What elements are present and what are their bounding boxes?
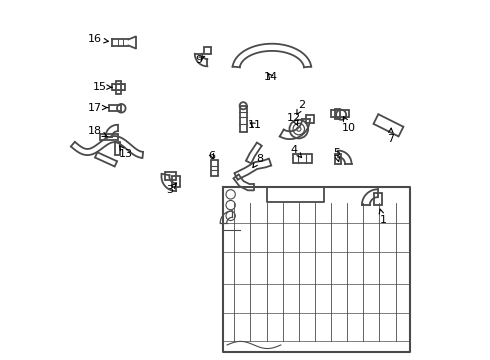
Text: 6: 6 [209,150,216,161]
Text: 17: 17 [88,103,108,113]
Text: 9: 9 [195,55,205,65]
Text: 15: 15 [93,82,112,92]
Text: 14: 14 [264,72,278,82]
Text: 16: 16 [88,35,108,44]
Text: 10: 10 [342,117,356,133]
Text: 11: 11 [247,121,262,130]
Text: 13: 13 [119,146,133,159]
Text: 8: 8 [253,154,263,168]
Text: 18: 18 [88,126,107,137]
Text: 2: 2 [297,100,305,114]
Text: 12: 12 [287,113,301,126]
Text: 5: 5 [333,148,340,162]
Text: 4: 4 [291,144,301,158]
Text: 3: 3 [166,184,176,195]
Text: 7: 7 [387,128,394,144]
Text: 1: 1 [379,209,387,225]
